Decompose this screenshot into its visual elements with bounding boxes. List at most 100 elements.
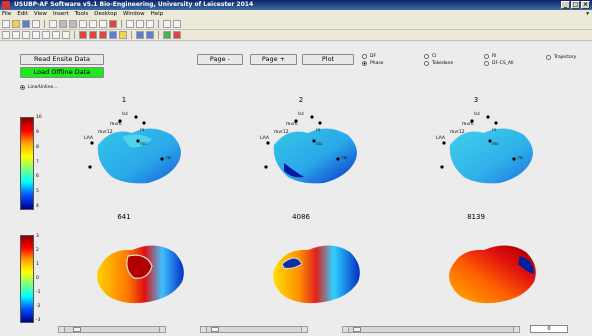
stop-icon[interactable] <box>173 31 181 39</box>
close-button[interactable]: × <box>581 1 590 9</box>
tag-icon[interactable] <box>163 31 171 39</box>
page-plus-button[interactable]: Page + <box>250 54 297 65</box>
save-icon[interactable] <box>22 20 30 28</box>
forward-icon[interactable] <box>99 31 107 39</box>
slider-left-arrow-icon[interactable] <box>201 327 207 332</box>
brush-icon[interactable] <box>109 20 117 28</box>
pointer-icon[interactable] <box>49 20 57 28</box>
electrode-label: ra <box>166 155 171 161</box>
phase-map-8139[interactable] <box>438 230 548 315</box>
load-offline-data-button[interactable]: Load Offline Data <box>20 67 104 78</box>
menu-tools[interactable]: Tools <box>74 11 89 17</box>
time-slider-2[interactable] <box>200 326 308 333</box>
low-phase-region <box>518 256 534 274</box>
phase-map-4086[interactable] <box>262 230 372 315</box>
menu-file[interactable]: File <box>2 11 12 17</box>
slider-left-arrow-icon[interactable] <box>59 327 65 332</box>
menu-help[interactable]: Help <box>150 11 164 17</box>
open-folder-icon[interactable] <box>12 20 20 28</box>
read-ensite-data-button[interactable]: Read Ensite Data <box>20 54 104 65</box>
toolbar-separator <box>158 20 159 28</box>
grid-view-icon[interactable] <box>136 31 144 39</box>
menu-dock-icon[interactable]: ▾ <box>586 11 589 17</box>
radio-ri[interactable]: RI <box>484 54 496 59</box>
electrode-point <box>512 157 516 161</box>
radio-phase[interactable]: Phase <box>362 61 383 66</box>
atrial-map-top-3[interactable]: lsc LAA mvr12 mvr6 rs rsc ra <box>434 105 554 205</box>
zoom-box-icon[interactable] <box>12 31 20 39</box>
radio-trajectory[interactable]: Trajectory <box>546 55 576 60</box>
slider-thumb[interactable] <box>211 327 219 332</box>
frame-count-field[interactable]: 0 <box>530 325 568 333</box>
radio-circle-selected <box>20 85 25 90</box>
panel-title-8139: 8139 <box>467 213 485 221</box>
menu-view[interactable]: View <box>33 11 47 17</box>
time-slider-3[interactable] <box>342 326 520 333</box>
menu-insert[interactable]: Insert <box>52 11 69 17</box>
colorbar-tick: 3 <box>36 234 39 239</box>
back-icon[interactable] <box>89 31 97 39</box>
new-file-icon[interactable] <box>2 20 10 28</box>
maximize-button[interactable]: □ <box>571 1 580 9</box>
zoom-in-icon[interactable] <box>59 20 67 28</box>
menu-desktop[interactable]: Desktop <box>94 11 117 17</box>
legend-icon[interactable] <box>146 20 154 28</box>
show-plot-tools-icon[interactable] <box>173 20 181 28</box>
radio-df[interactable]: DF <box>362 54 376 59</box>
time-slider-1[interactable] <box>58 326 166 333</box>
colorbar-tick: -2 <box>36 304 41 309</box>
plot-button[interactable]: Plot <box>302 54 354 65</box>
check-icon[interactable] <box>109 31 117 39</box>
tile-view-icon[interactable] <box>146 31 154 39</box>
slider-right-arrow-icon[interactable] <box>159 327 165 332</box>
zoom-region-icon[interactable] <box>2 31 10 39</box>
rotate-icon[interactable] <box>89 20 97 28</box>
radio-label: Line/Unline... <box>28 85 58 90</box>
atrial-map-top-2[interactable]: lsc LAA mvr12 mvr6 rs rsc ra <box>258 105 378 205</box>
radio-ci[interactable]: CI <box>424 54 436 59</box>
link-icon[interactable] <box>126 20 134 28</box>
surface-low-region <box>284 163 304 178</box>
move-down-icon[interactable] <box>32 31 40 39</box>
electrode-point <box>136 139 140 143</box>
electrode-point <box>294 119 298 123</box>
hide-plot-tools-icon[interactable] <box>163 20 171 28</box>
data-cursor-icon[interactable] <box>99 20 107 28</box>
colorbar-tick: 10 <box>36 115 42 120</box>
slider-right-arrow-icon[interactable] <box>301 327 307 332</box>
move-left-icon[interactable] <box>42 31 50 39</box>
menu-edit[interactable]: Edit <box>17 11 28 17</box>
panel-title-4086: 4086 <box>292 213 310 221</box>
move-right-icon[interactable] <box>52 31 60 39</box>
colorbar-tick: 2 <box>36 248 39 253</box>
electrode-point <box>134 115 138 119</box>
menu-window[interactable]: Window <box>122 11 145 17</box>
slider-right-arrow-icon[interactable] <box>513 327 519 332</box>
move-up-icon[interactable] <box>22 31 30 39</box>
print-icon[interactable] <box>32 20 40 28</box>
electrode-point <box>88 165 92 169</box>
minimize-button[interactable]: _ <box>561 1 570 9</box>
expand-icon[interactable] <box>62 31 70 39</box>
slider-thumb[interactable] <box>73 327 81 332</box>
atrial-map-top-1[interactable]: lsc LAA mvr12 mvr6 rs rsc ra <box>82 105 202 205</box>
lightbulb-icon[interactable] <box>119 31 127 39</box>
colorbar-bottom <box>20 235 34 323</box>
slider-thumb[interactable] <box>353 327 361 332</box>
radio-df-cs-all[interactable]: DF-CS_All <box>484 61 514 66</box>
colorbar-tick: 5 <box>36 189 39 194</box>
slider-left-arrow-icon[interactable] <box>343 327 349 332</box>
phase-map-641[interactable] <box>86 230 196 315</box>
window-controls: _ □ × <box>561 1 590 9</box>
electrode-label: lsc <box>122 111 129 117</box>
rewind-icon[interactable] <box>79 31 87 39</box>
radio-line-unline[interactable]: Line/Unline... <box>20 85 57 90</box>
colorbar-icon[interactable] <box>136 20 144 28</box>
page-minus-button[interactable]: Page - <box>197 54 243 65</box>
radio-tokedone[interactable]: Tokedone <box>424 61 453 66</box>
colorbar-tick: 4 <box>36 204 39 209</box>
zoom-out-icon[interactable] <box>69 20 77 28</box>
panel-title-3: 3 <box>473 96 479 104</box>
electrode-point <box>440 165 444 169</box>
pan-icon[interactable] <box>79 20 87 28</box>
